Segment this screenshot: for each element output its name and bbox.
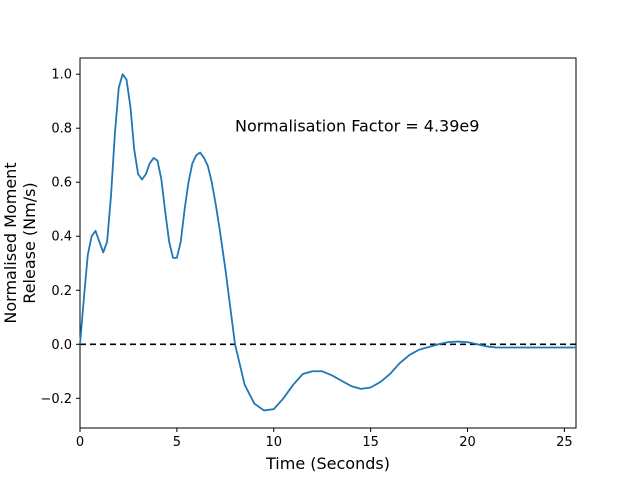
x-tick-label: 25 — [556, 435, 573, 450]
plot-frame — [79, 57, 577, 429]
y-tick-label: 0.2 — [51, 284, 72, 299]
y-tick-label: 0.4 — [51, 230, 72, 245]
x-axis-label: Time (Seconds) — [265, 454, 390, 473]
y-axis-label: Normalised Moment Release (Nm/s) — [1, 162, 39, 323]
moment-release-series-line — [79, 73, 576, 412]
x-tick-label: 20 — [459, 435, 476, 450]
plot-area — [79, 57, 577, 429]
y-tick-label: −0.2 — [40, 392, 72, 407]
x-tick-label: 5 — [173, 435, 181, 450]
y-axis-ticks: −0.2 0.0 0.2 0.4 0.6 0.8 1.0 — [40, 68, 80, 407]
normalisation-factor-annotation: Normalisation Factor = 4.39e9 — [235, 117, 479, 136]
x-tick-label: 15 — [362, 435, 379, 450]
y-tick-label: 0.0 — [51, 338, 72, 353]
y-axis-label-line-2: Release (Nm/s) — [20, 182, 39, 303]
y-tick-label: 0.6 — [51, 176, 72, 191]
x-tick-label: 10 — [265, 435, 282, 450]
x-axis-ticks: 0 5 10 15 20 25 — [76, 428, 573, 450]
y-tick-label: 0.8 — [51, 122, 72, 137]
y-axis-label-line-1: Normalised Moment — [1, 162, 20, 323]
y-tick-label: 1.0 — [51, 68, 72, 83]
x-tick-label: 0 — [76, 435, 84, 450]
